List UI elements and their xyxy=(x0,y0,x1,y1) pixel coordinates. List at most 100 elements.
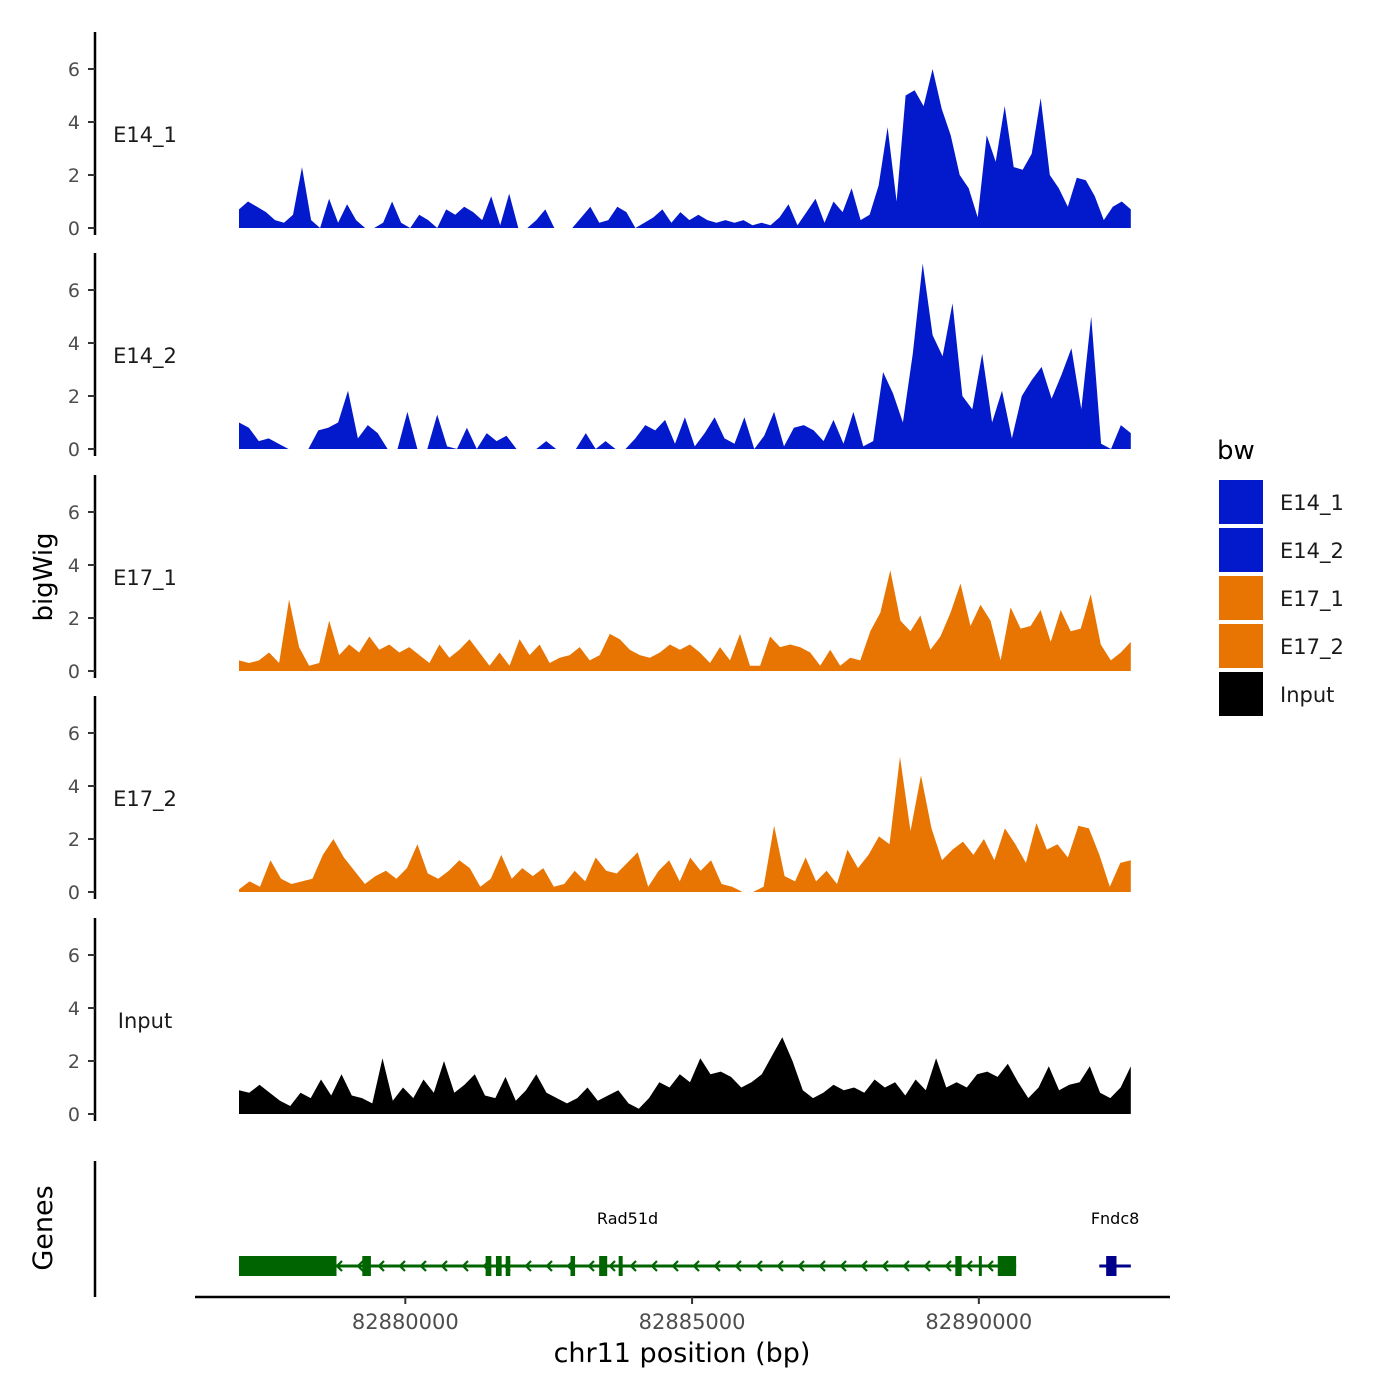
strand-arrow xyxy=(881,1260,889,1272)
y-tick-label: 0 xyxy=(68,218,80,240)
y-tick-label: 4 xyxy=(68,112,80,134)
y-tick-label: 2 xyxy=(68,386,80,408)
strand-arrow xyxy=(671,1260,679,1272)
y-axis-title: bigWig xyxy=(29,532,59,621)
strand-arrow xyxy=(650,1260,658,1272)
strand-arrow xyxy=(944,1260,952,1272)
gene-fndc8: Fndc8 xyxy=(1091,1209,1139,1276)
y-tick-label: 0 xyxy=(68,1104,80,1126)
strand-arrow xyxy=(902,1260,910,1272)
strand-arrow xyxy=(923,1260,931,1272)
genes-axis-title: Genes xyxy=(28,1185,59,1270)
track-label: E17_2 xyxy=(113,787,177,812)
gene-exon xyxy=(505,1256,511,1276)
y-tick-label: 2 xyxy=(68,165,80,187)
strand-arrow xyxy=(461,1260,469,1272)
track-label: E14_1 xyxy=(113,123,177,148)
gene-exon xyxy=(570,1256,576,1276)
legend-swatch xyxy=(1219,672,1263,716)
y-tick-label: 6 xyxy=(68,59,80,81)
signal-area-e17-1 xyxy=(239,570,1131,671)
strand-arrow xyxy=(839,1260,847,1272)
signal-area-e14-2 xyxy=(239,263,1131,449)
signal-tracks: 0 2 4 6 E14_1 0 2 4 6 E14_2 0 2 4 6 E17_1 0 2 4 6 E17_2 0 2 4 6… xyxy=(68,32,1131,1126)
y-tick-label: 2 xyxy=(68,829,80,851)
strand-arrow xyxy=(419,1260,427,1272)
y-tick-label: 4 xyxy=(68,555,80,577)
gene-label-rad51d: Rad51d xyxy=(597,1209,658,1228)
strand-arrow xyxy=(965,1260,973,1272)
strand-arrow xyxy=(629,1260,637,1272)
strand-arrow xyxy=(608,1260,616,1272)
legend-swatch xyxy=(1219,480,1263,524)
gene-label-fndc8: Fndc8 xyxy=(1091,1209,1139,1228)
legend: bw E14_1 E14_2 E17_1 E17_2 Input xyxy=(1217,436,1344,716)
strand-arrow xyxy=(377,1260,385,1272)
legend-label: E14_2 xyxy=(1280,539,1344,564)
x-tick-label: 82880000 xyxy=(352,1310,459,1334)
y-tick-label: 0 xyxy=(68,661,80,683)
x-tick-label: 82885000 xyxy=(639,1310,746,1334)
track-e17-2: 0 2 4 6 E17_2 xyxy=(68,696,1131,904)
strand-arrow xyxy=(587,1260,595,1272)
strand-arrow xyxy=(986,1260,994,1272)
strand-arrow xyxy=(692,1260,700,1272)
y-tick-label: 4 xyxy=(68,998,80,1020)
gene-rad51d: Rad51d xyxy=(238,1209,1017,1276)
track-e14-2: 0 2 4 6 E14_2 xyxy=(68,253,1131,461)
y-tick-label: 0 xyxy=(68,439,80,461)
y-tick-label: 6 xyxy=(68,945,80,967)
strand-arrow xyxy=(776,1260,784,1272)
gene-exon xyxy=(955,1256,962,1276)
track-label: Input xyxy=(118,1009,172,1033)
strand-arrow xyxy=(545,1260,553,1272)
track-input: 0 2 4 6 Input xyxy=(68,918,1131,1126)
legend-label: Input xyxy=(1280,683,1334,707)
strand-arrow xyxy=(335,1260,343,1272)
x-axis: 82880000 82885000 82890000 xyxy=(195,1295,1170,1334)
y-tick-label: 2 xyxy=(68,1051,80,1073)
track-label: E14_2 xyxy=(113,344,177,369)
strand-arrow xyxy=(440,1260,448,1272)
legend-label: E17_1 xyxy=(1280,587,1344,612)
track-label: E17_1 xyxy=(113,566,177,591)
gene-exon xyxy=(238,1256,337,1276)
x-tick-label: 82890000 xyxy=(925,1310,1032,1334)
legend-swatch xyxy=(1219,624,1263,668)
y-tick-label: 6 xyxy=(68,723,80,745)
y-tick-label: 4 xyxy=(68,776,80,798)
strand-arrow xyxy=(356,1260,364,1272)
strand-arrow xyxy=(818,1260,826,1272)
gene-exon xyxy=(599,1256,608,1276)
signal-area-e14-1 xyxy=(239,69,1131,228)
y-tick-label: 0 xyxy=(68,882,80,904)
legend-title: bw xyxy=(1217,436,1255,466)
strand-arrow xyxy=(398,1260,406,1272)
track-e14-1: 0 2 4 6 E14_1 xyxy=(68,32,1131,240)
gene-exon xyxy=(1106,1256,1117,1276)
legend-swatch xyxy=(1219,576,1263,620)
y-tick-label: 6 xyxy=(68,502,80,524)
track-e17-1: 0 2 4 6 E17_1 xyxy=(68,475,1131,683)
gene-exon xyxy=(362,1256,371,1276)
gene-track: Rad51d Fndc8 xyxy=(93,1161,1139,1297)
y-tick-label: 4 xyxy=(68,333,80,355)
strand-arrow xyxy=(524,1260,532,1272)
signal-area-e17-2 xyxy=(239,756,1131,892)
gene-exon xyxy=(978,1256,982,1276)
gene-exon xyxy=(495,1256,502,1276)
signal-area-input xyxy=(239,1037,1131,1114)
y-tick-label: 2 xyxy=(68,608,80,630)
strand-arrow xyxy=(734,1260,742,1272)
strand-arrow xyxy=(755,1260,763,1272)
y-tick-label: 6 xyxy=(68,280,80,302)
strand-arrow xyxy=(860,1260,868,1272)
strand-arrow xyxy=(797,1260,805,1272)
x-axis-title: chr11 position (bp) xyxy=(554,1338,811,1369)
legend-label: E14_1 xyxy=(1280,491,1344,516)
legend-swatch xyxy=(1219,528,1263,572)
strand-arrow xyxy=(713,1260,721,1272)
gene-exon xyxy=(485,1256,492,1276)
gene-exon xyxy=(997,1256,1017,1276)
